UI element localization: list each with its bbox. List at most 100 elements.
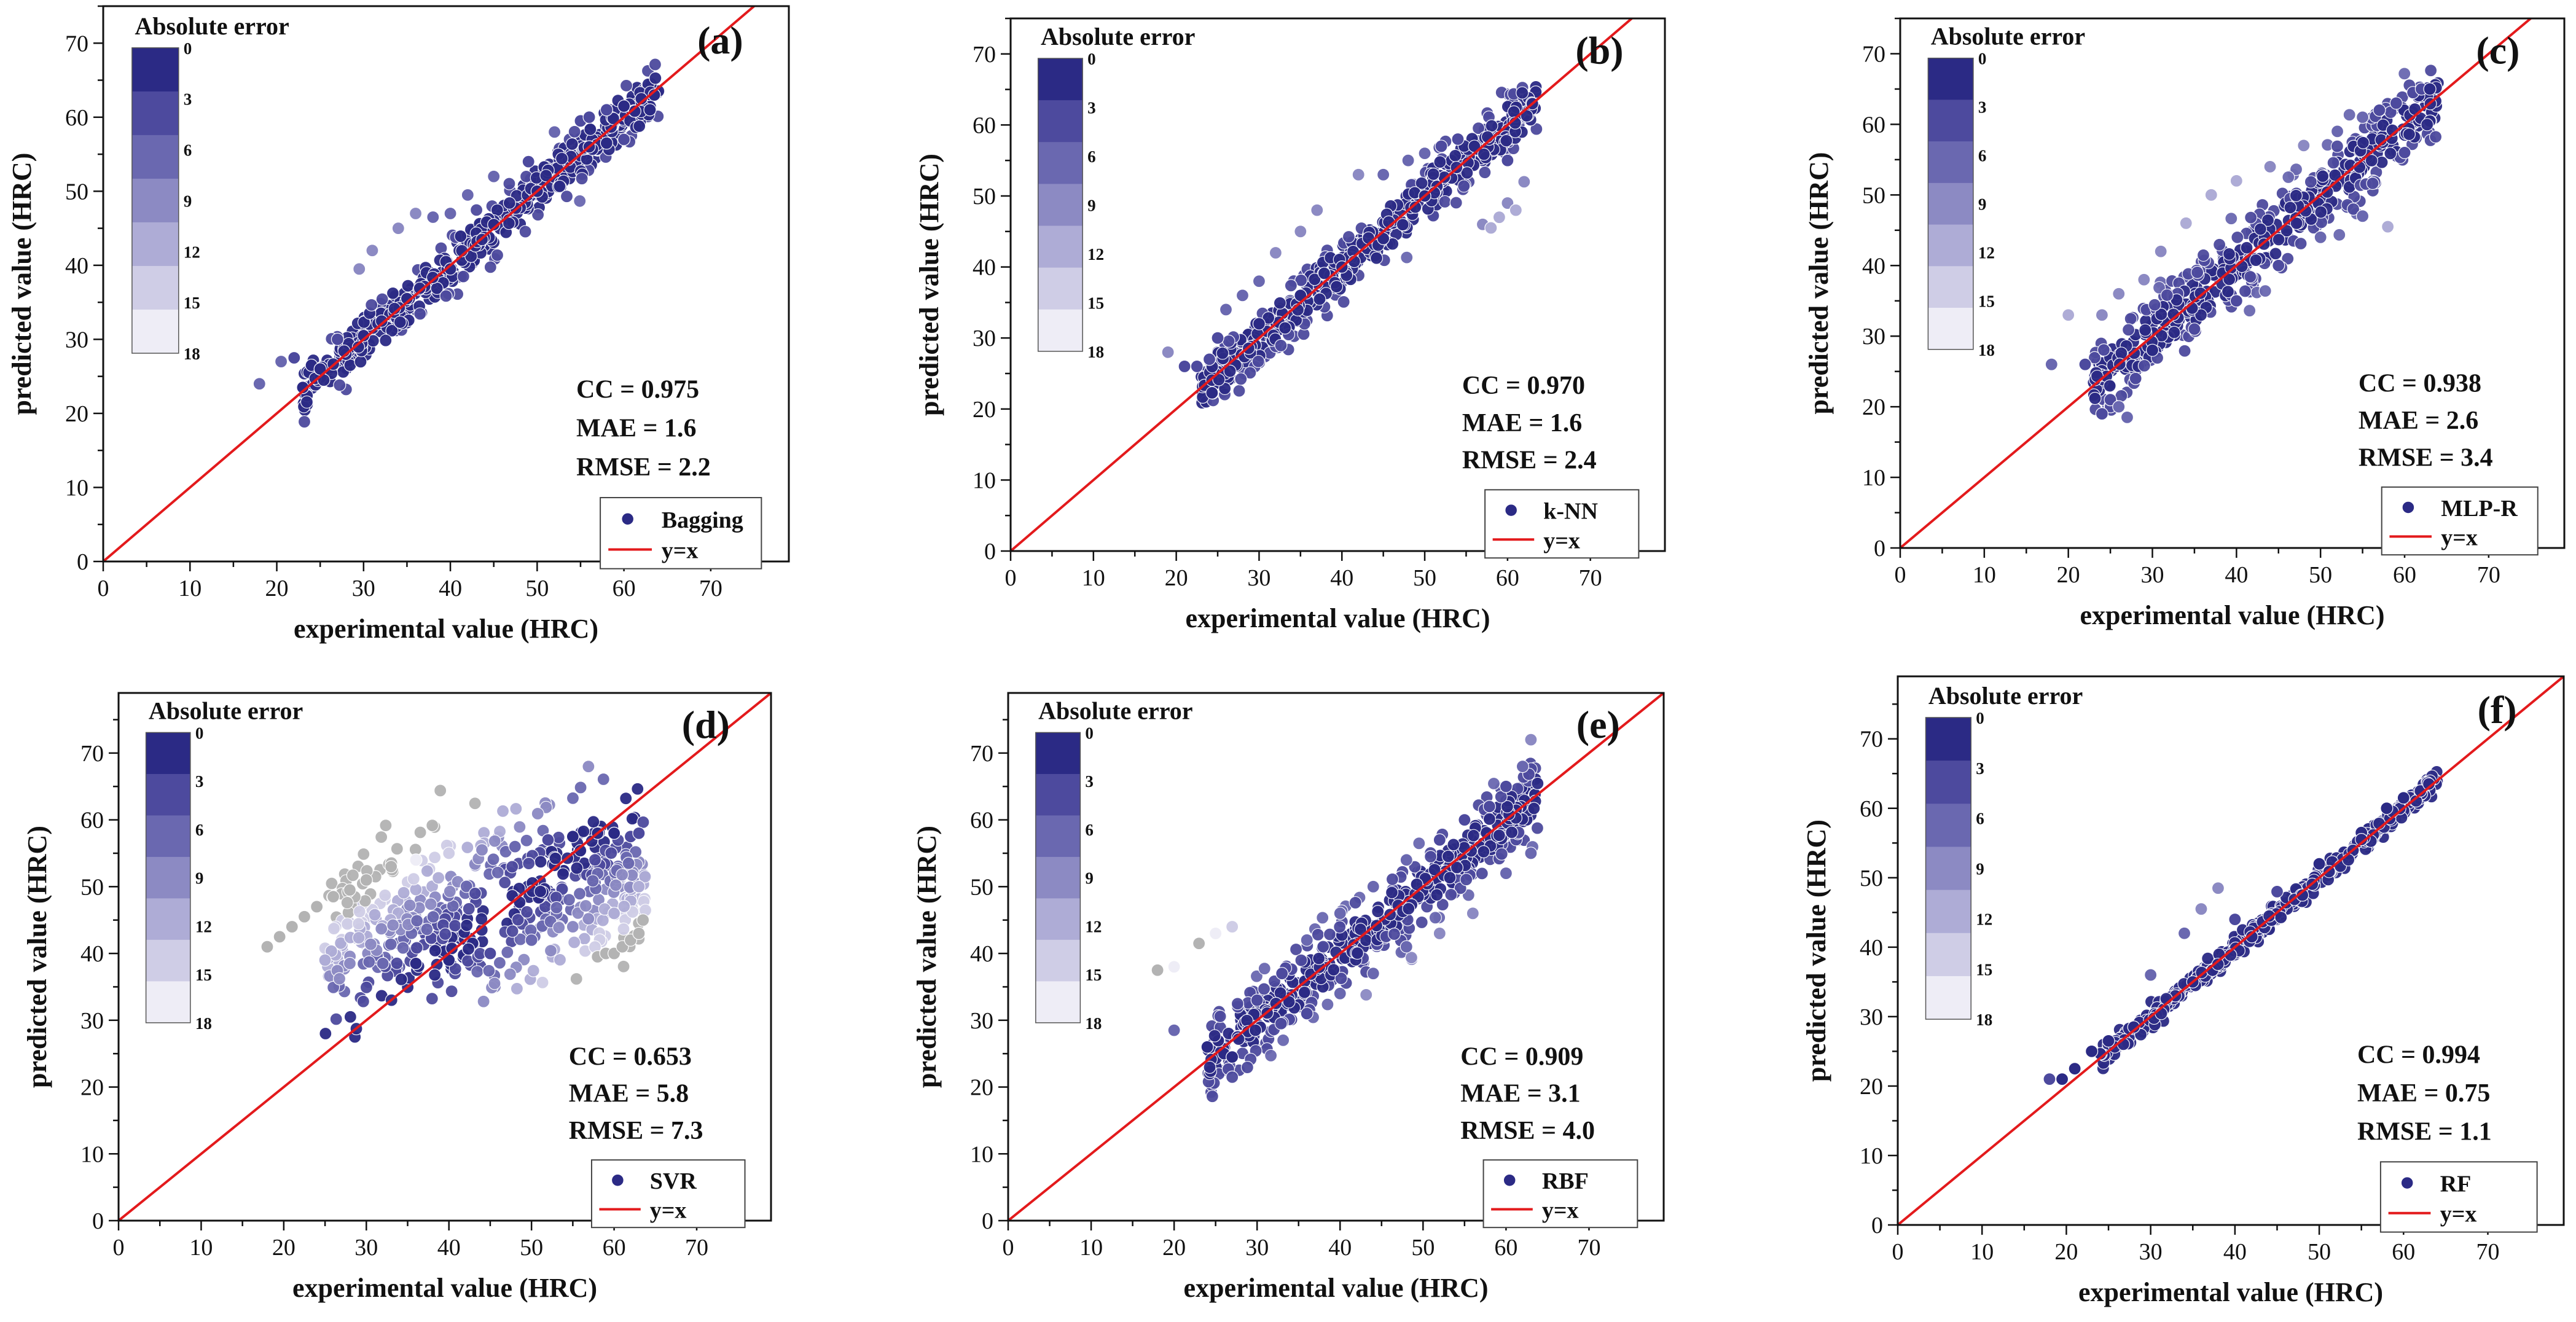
stat-rmse: RMSE = 2.2 [576, 453, 711, 482]
data-point [482, 964, 496, 977]
x-tick-label: 70 [699, 576, 722, 601]
data-point [469, 203, 483, 217]
stat-rmse: RMSE = 4.0 [1460, 1117, 1595, 1145]
data-point [483, 260, 497, 274]
data-point [1516, 86, 1529, 100]
data-point [1424, 850, 1438, 864]
data-point [413, 307, 427, 321]
data-point [2272, 233, 2285, 246]
x-tick-label: 40 [1328, 1235, 1352, 1261]
y-tick-label: 30 [80, 1008, 104, 1034]
data-point [566, 791, 580, 805]
data-point [566, 830, 579, 843]
colorbar-tick-label: 15 [195, 966, 212, 984]
data-point [531, 807, 544, 821]
data-point [353, 905, 366, 918]
data-point [2088, 351, 2102, 364]
y-tick-label: 30 [1860, 1004, 1883, 1030]
data-point [2204, 188, 2218, 201]
data-point [2304, 175, 2317, 189]
data-point [2365, 154, 2378, 168]
colorbar-tick-label: 6 [1976, 810, 1984, 828]
x-axis-title: experimental value (HRC) [1185, 603, 1490, 633]
data-point [343, 956, 357, 970]
y-tick-label: 40 [973, 255, 996, 281]
colorbar-segment [131, 47, 179, 92]
data-point [325, 877, 339, 890]
data-point [1161, 345, 1175, 359]
x-tick-label: 10 [1082, 565, 1105, 591]
data-point [2249, 253, 2263, 267]
data-point [2424, 64, 2438, 77]
data-point [357, 847, 370, 861]
data-point [461, 188, 474, 201]
data-point [260, 940, 274, 953]
data-point [340, 896, 354, 910]
identity-line [1011, 18, 1634, 551]
data-point [1433, 155, 1447, 169]
data-point [1482, 800, 1496, 813]
data-point [1252, 317, 1266, 330]
data-point [2243, 304, 2257, 318]
data-point [2191, 265, 2204, 279]
data-point [534, 855, 547, 869]
data-point [493, 956, 507, 969]
legend-model-label: Bagging [662, 507, 743, 533]
stat-mae: MAE = 0.75 [2357, 1079, 2490, 1108]
panel-label: (b) [1575, 29, 1623, 72]
identity-line [1900, 18, 2533, 548]
data-point [2261, 213, 2275, 227]
data-point [2188, 323, 2201, 336]
data-point [574, 781, 587, 794]
data-point [1494, 790, 1508, 804]
colorbar-tick-label: 3 [184, 90, 192, 109]
data-point [1342, 230, 1356, 244]
data-point [553, 953, 567, 966]
data-point [375, 292, 389, 306]
data-point [2240, 241, 2253, 254]
y-tick-label: 10 [80, 1141, 104, 1167]
data-point [1284, 279, 1298, 292]
data-point [365, 298, 378, 312]
plot-area [1900, 18, 2533, 548]
data-point [409, 853, 423, 867]
data-point [1250, 993, 1264, 1007]
data-point [1427, 167, 1440, 181]
colorbar-segment [1928, 182, 1973, 225]
y-tick-label: 40 [1862, 253, 1885, 279]
y-tick-label: 0 [77, 549, 88, 575]
data-point [409, 956, 423, 970]
colorbar-tick-label: 12 [1085, 917, 1102, 936]
data-point [550, 901, 563, 915]
data-point [1369, 251, 1384, 265]
data-point [2194, 286, 2207, 300]
data-point [1531, 776, 1544, 790]
y-tick-label: 0 [982, 1208, 993, 1234]
y-tick-label: 20 [973, 397, 996, 423]
colorbar-segment [1038, 184, 1083, 227]
data-point [2155, 308, 2168, 321]
x-tick-label: 70 [1577, 1235, 1600, 1261]
data-point [1477, 845, 1490, 859]
colorbar-segment [131, 178, 179, 223]
data-point [1517, 175, 1531, 189]
stat-cc: CC = 0.975 [576, 375, 699, 404]
data-point [511, 913, 525, 926]
data-point [426, 210, 440, 224]
data-point [625, 812, 639, 826]
data-point [426, 910, 440, 924]
x-tick-label: 50 [2309, 562, 2332, 588]
legend-marker [2402, 501, 2415, 514]
data-point [2355, 209, 2370, 223]
data-point [1492, 211, 1506, 224]
colorbar-tick-label: 3 [1978, 98, 1987, 117]
data-point [617, 922, 630, 936]
data-point [2284, 201, 2297, 214]
panel-label: (a) [697, 18, 743, 62]
data-point [1337, 295, 1350, 309]
colorbar-segment [1035, 815, 1081, 858]
